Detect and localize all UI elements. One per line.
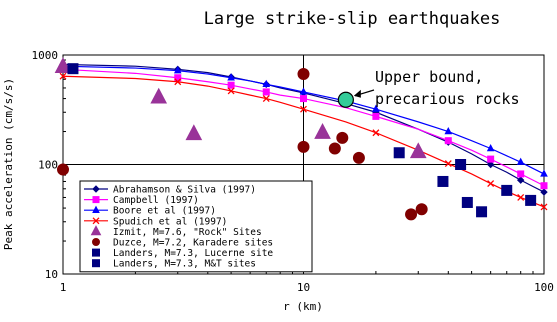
legend-item: Abrahamson & Silva (1997)	[84, 185, 256, 196]
data-point	[487, 155, 495, 163]
data-point	[372, 112, 380, 120]
legend-marker	[92, 238, 100, 246]
legend-marker	[90, 225, 102, 236]
series-5	[54, 57, 427, 159]
data-point	[517, 170, 525, 178]
legend-item: Boore et al (1997)	[84, 205, 216, 217]
data-point	[409, 142, 427, 159]
data-point	[300, 95, 307, 103]
data-point	[299, 87, 308, 95]
legend-item: Spudich et al (1997)	[84, 216, 227, 227]
annotation-line-2: precarious rocks	[375, 90, 520, 108]
legend-label: Boore et al (1997)	[113, 206, 216, 217]
legend-item: Landers, M=7.3, Lucerne site	[92, 248, 273, 259]
legend-marker	[92, 205, 100, 213]
data-point	[174, 78, 182, 86]
data-point	[540, 203, 548, 211]
data-point	[352, 151, 365, 164]
legend-item: Landers, M=7.3, M&T sites	[92, 259, 256, 270]
data-point	[405, 208, 418, 221]
y-axis-ticks: 10 100 1000	[32, 49, 69, 281]
data-point	[455, 159, 467, 170]
data-point	[300, 105, 307, 113]
legend-label: Spudich et al (1997)	[113, 216, 227, 227]
data-point	[487, 180, 495, 188]
legend-box	[79, 180, 313, 273]
annotation-marker	[337, 91, 354, 108]
data-point	[54, 57, 72, 73]
legend-label: Landers, M=7.3, M&T sites	[113, 259, 256, 270]
chart-title: Large strike-slip earthquakes	[204, 9, 501, 29]
data-point	[227, 73, 235, 81]
data-point	[444, 137, 452, 145]
data-point	[516, 157, 525, 165]
data-point	[393, 147, 405, 159]
series-7	[67, 63, 79, 75]
legend-item: Campbell (1997)	[84, 195, 199, 206]
data-point	[174, 74, 182, 82]
legend-item: Duzce, M=7.2, Karadere sites	[92, 238, 273, 249]
legend-label: Campbell (1997)	[113, 195, 199, 206]
data-point	[517, 194, 525, 201]
data-point	[501, 184, 513, 196]
y-axis-title: Peak acceleration (cm/s/s)	[2, 78, 15, 250]
legend-marker	[92, 185, 100, 193]
data-point	[185, 124, 203, 141]
y-tick-label: 100	[38, 159, 58, 172]
annotation-line-1: Upper bound,	[375, 68, 483, 86]
data-point	[262, 79, 271, 88]
data-point	[297, 140, 310, 153]
data-point	[461, 196, 473, 208]
data-point	[540, 182, 548, 190]
data-point	[444, 160, 452, 168]
data-point	[262, 88, 270, 96]
legend-label: Izmit, M=7.6, "Rock" Sites	[113, 227, 262, 238]
legend-label: Duzce, M=7.2, Karadere sites	[113, 238, 273, 249]
x-tick-label: 100	[534, 281, 554, 294]
data-point	[486, 160, 495, 169]
data-point	[336, 131, 349, 144]
data-point	[328, 142, 341, 155]
legend-marker	[92, 217, 100, 225]
data-point	[314, 123, 331, 139]
annotation-arrowhead	[353, 89, 361, 98]
legend-label: Landers, M=7.3, Lucerne site	[113, 248, 273, 259]
series-8	[393, 147, 537, 218]
legend: Abrahamson & Silva (1997)Campbell (1997)…	[79, 180, 313, 273]
legend-label: Abrahamson & Silva (1997)	[113, 185, 256, 196]
data-point	[59, 72, 67, 80]
data-point	[227, 81, 235, 89]
data-point	[262, 95, 270, 103]
data-point	[516, 176, 525, 184]
data-point	[486, 143, 495, 152]
y-tick-label: 1000	[32, 49, 59, 62]
annotation: Upper bound, precarious rocks	[337, 68, 520, 108]
data-point	[540, 169, 548, 177]
data-point	[525, 194, 537, 206]
x-tick-label: 10	[297, 281, 310, 294]
data-point	[227, 87, 235, 95]
legend-marker	[92, 248, 100, 257]
y-tick-label: 10	[45, 268, 58, 281]
data-point	[57, 163, 69, 176]
data-point	[437, 175, 449, 187]
x-axis-title: r (km)	[283, 300, 323, 313]
legend-item: Izmit, M=7.6, "Rock" Sites	[90, 225, 262, 238]
data-point	[67, 63, 79, 75]
x-tick-label: 1	[60, 281, 67, 294]
data-point	[476, 206, 488, 218]
data-point	[173, 66, 182, 74]
legend-marker	[92, 259, 100, 268]
data-point	[372, 129, 380, 137]
data-point	[150, 87, 168, 104]
legend-marker	[92, 196, 100, 204]
data-point	[540, 188, 548, 196]
data-point	[415, 203, 428, 216]
data-point	[297, 68, 310, 81]
data-point	[372, 104, 380, 112]
series-6	[57, 68, 428, 221]
data-point	[444, 127, 453, 135]
